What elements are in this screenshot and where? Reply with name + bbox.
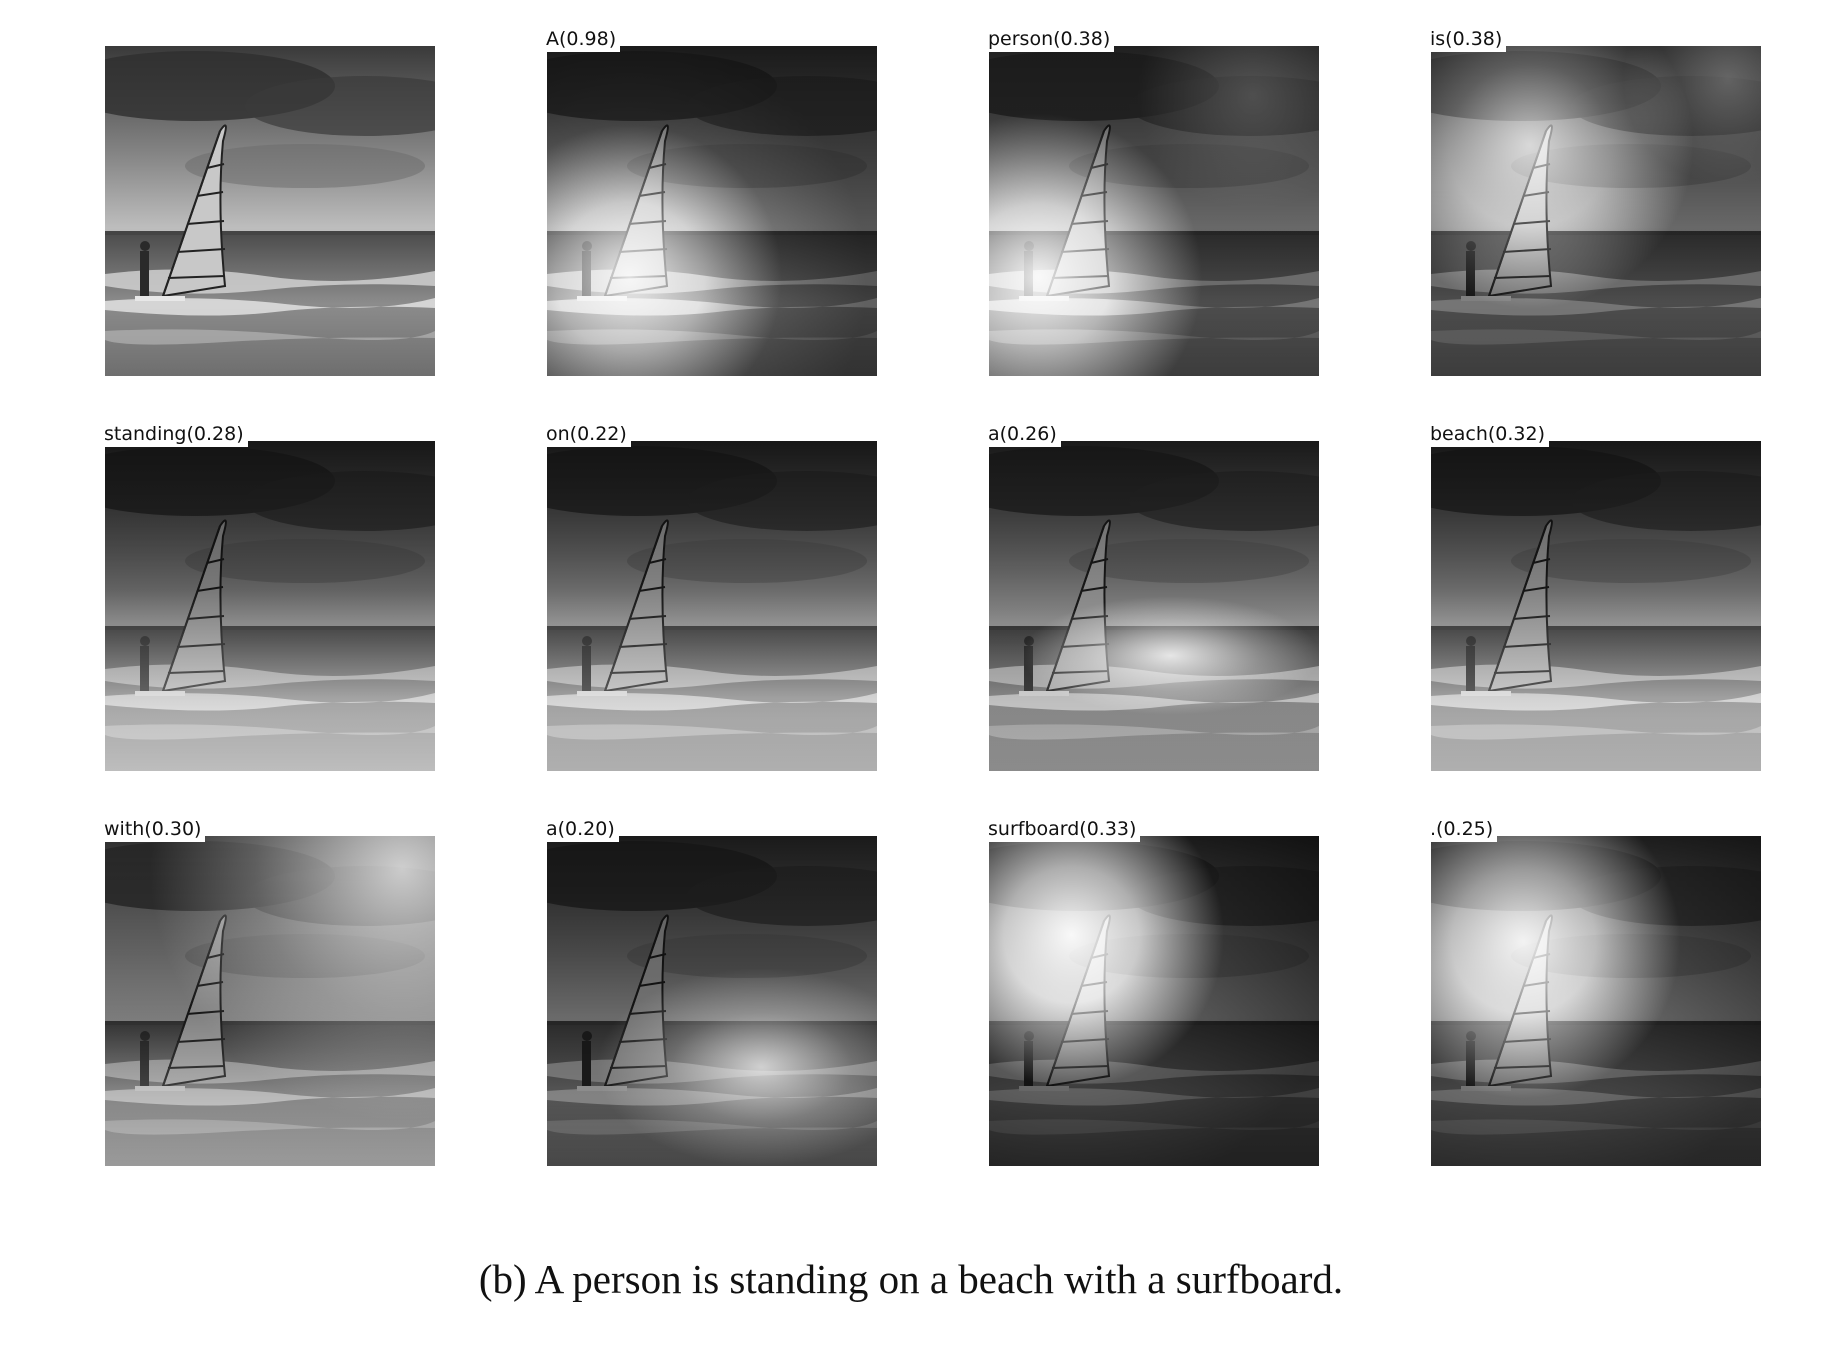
attention-panel-5 (547, 441, 877, 771)
attention-heatmap (105, 441, 435, 771)
attention-panel-2 (989, 46, 1319, 376)
panel-word-label: person(0.38) (987, 26, 1115, 52)
panel-word-label: a(0.20) (545, 816, 619, 842)
panel-word-label: standing(0.28) (103, 421, 248, 447)
attention-panel-4 (105, 441, 435, 771)
attention-panel-6 (989, 441, 1319, 771)
panel-word-label: on(0.22) (545, 421, 631, 447)
attention-heatmap (1431, 441, 1761, 771)
panel-word-label: a(0.26) (987, 421, 1061, 447)
panel-word-label: with(0.30) (103, 816, 206, 842)
panel-word-label: surfboard(0.33) (987, 816, 1141, 842)
panel-word-label: .(0.25) (1429, 816, 1498, 842)
attention-panel-3 (1431, 46, 1761, 376)
attention-heatmap (1431, 836, 1761, 1166)
attention-heatmap (1431, 46, 1761, 376)
attention-heatmap (547, 46, 877, 376)
attention-panel-7 (1431, 441, 1761, 771)
attention-panel-10 (989, 836, 1319, 1166)
attention-panel-9 (547, 836, 877, 1166)
attention-heatmap (105, 836, 435, 1166)
attention-panel-1 (547, 46, 877, 376)
attention-panel-8 (105, 836, 435, 1166)
panel-word-label: A(0.98) (545, 26, 621, 52)
panel-word-label: beach(0.32) (1429, 421, 1550, 447)
figure-caption: (b) A person is standing on a beach with… (478, 1256, 1344, 1302)
original-image-panel (105, 46, 435, 376)
attention-heatmap (989, 836, 1319, 1166)
attention-panel-11 (1431, 836, 1761, 1166)
attention-heatmap (989, 46, 1319, 376)
windsurfer-image (105, 46, 435, 376)
attention-heatmap (547, 441, 877, 771)
attention-heatmap (547, 836, 877, 1166)
attention-heatmap (989, 441, 1319, 771)
panel-word-label: is(0.38) (1429, 26, 1507, 52)
